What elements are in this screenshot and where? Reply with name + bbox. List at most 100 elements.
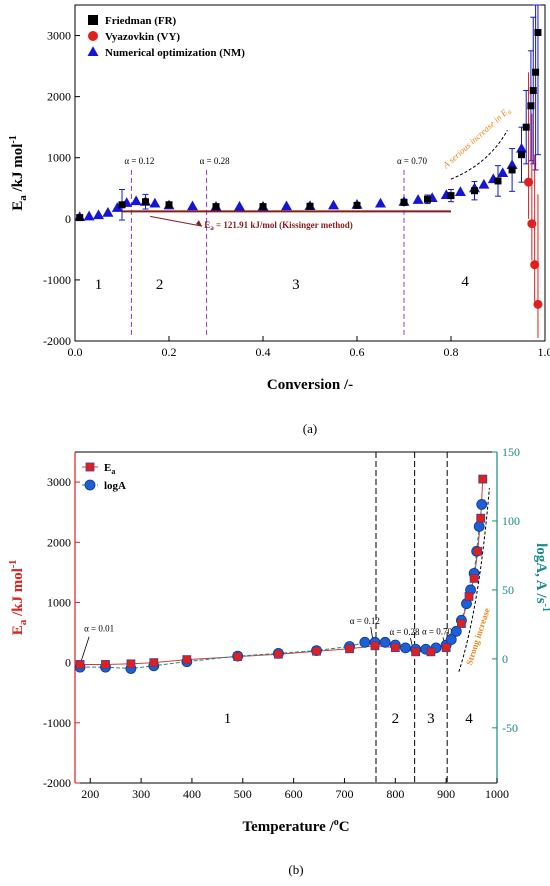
loga-point xyxy=(400,643,410,653)
region-label: 1 xyxy=(95,277,103,293)
fr-point xyxy=(260,203,267,210)
legend-label: Vyazovkin (VY) xyxy=(105,31,180,43)
y-left-tick-label: -2000 xyxy=(43,776,71,790)
y-left-tick-label: 3000 xyxy=(47,475,71,489)
ea-point xyxy=(457,620,465,628)
loga-point xyxy=(474,521,484,531)
ea-point xyxy=(442,644,450,652)
region-label: 4 xyxy=(461,274,469,290)
fr-point xyxy=(527,102,534,109)
fr-point xyxy=(401,199,408,206)
alpha-start-label: α = 0.01 xyxy=(84,623,114,633)
legend-marker xyxy=(88,46,99,56)
alpha-label: α = 0.28 xyxy=(389,627,420,637)
legend-marker xyxy=(88,31,98,41)
nm-point xyxy=(187,201,198,211)
x-tick-label: 0.4 xyxy=(256,345,271,359)
x-tick-label: 300 xyxy=(132,787,150,801)
alpha-label: α = 0.12 xyxy=(124,156,154,166)
ea-point xyxy=(346,645,354,653)
ea-point xyxy=(412,648,420,656)
y-left-tick-label: 1000 xyxy=(47,595,71,609)
fr-point xyxy=(119,201,126,208)
nm-point xyxy=(328,200,339,210)
ea-point xyxy=(76,660,84,668)
region-label: 4 xyxy=(465,711,473,727)
ea-point xyxy=(371,642,379,650)
region-label: 2 xyxy=(392,711,400,727)
nm-point xyxy=(375,198,386,208)
region-label: 1 xyxy=(224,711,232,727)
nm-point xyxy=(516,143,527,153)
nm-point xyxy=(497,167,508,177)
y-tick-label: 1000 xyxy=(47,151,71,165)
ea-point xyxy=(127,660,135,668)
y-left-axis-label: Ea /kJ mol-1 xyxy=(8,560,29,636)
nm-point xyxy=(93,209,104,219)
fr-point xyxy=(424,196,431,203)
ea-point xyxy=(465,592,473,600)
vy-point xyxy=(527,219,536,228)
fr-point xyxy=(532,69,539,76)
nm-point xyxy=(84,211,95,221)
fr-point xyxy=(509,166,516,173)
loga-point xyxy=(380,637,390,647)
y-right-axis-label: logA, A /s-1 xyxy=(533,543,550,612)
y-left-tick-label: 0 xyxy=(65,656,71,670)
x-tick-label: 600 xyxy=(285,787,303,801)
x-tick-label: 1.0 xyxy=(538,345,550,359)
x-tick-label: 800 xyxy=(386,787,404,801)
nm-point xyxy=(131,195,142,205)
y-right-tick-label: 0 xyxy=(502,652,508,666)
fr-point xyxy=(213,203,220,210)
fr-point xyxy=(307,203,314,210)
loga-line xyxy=(80,504,482,668)
ea-point xyxy=(274,650,282,658)
legend-label: logA xyxy=(104,480,126,492)
y-right-tick-label: 150 xyxy=(502,445,520,459)
y-right-tick-label: 100 xyxy=(502,514,520,528)
x-tick-label: 0.6 xyxy=(350,345,365,359)
y-tick-label: 2000 xyxy=(47,90,71,104)
kissinger-label: Ea = 121.91 kJ/mol (Kissinger method) xyxy=(204,220,352,232)
fr-point xyxy=(495,177,502,184)
legend-marker xyxy=(86,463,94,471)
ea-point xyxy=(474,547,482,555)
ea-point xyxy=(150,659,158,667)
legend-label: Ea xyxy=(104,462,115,476)
fr-point xyxy=(142,198,149,205)
vy-point xyxy=(524,178,533,187)
x-tick-label: 700 xyxy=(335,787,353,801)
y-tick-label: -2000 xyxy=(43,334,71,348)
x-tick-label: 500 xyxy=(234,787,252,801)
nm-point xyxy=(413,194,424,204)
fr-point xyxy=(76,214,83,221)
fr-point xyxy=(448,192,455,199)
y-left-tick-label: -1000 xyxy=(43,716,71,730)
y-axis-label: Ea /kJ mol-1 xyxy=(8,135,29,211)
nm-point xyxy=(281,201,292,211)
ea-point xyxy=(470,574,478,582)
panel-label: (a) xyxy=(303,421,317,436)
loga-point xyxy=(477,499,487,509)
ea-point xyxy=(313,647,321,655)
vy-point xyxy=(530,260,539,269)
y-tick-label: 0 xyxy=(65,212,71,226)
alpha-label: α = 0.70 xyxy=(397,156,428,166)
nm-point xyxy=(455,186,466,196)
ea-point xyxy=(427,648,435,656)
x-tick-label: 0.2 xyxy=(162,345,177,359)
region-label: 3 xyxy=(292,277,300,293)
alpha-label: α = 0.12 xyxy=(350,616,380,626)
alpha-label: α = 0.70 xyxy=(422,626,453,636)
ea-point xyxy=(391,644,399,652)
y-right-tick-label: 50 xyxy=(502,583,514,597)
y-tick-label: 3000 xyxy=(47,29,71,43)
ea-point xyxy=(183,656,191,664)
kissinger-pointer xyxy=(150,216,202,226)
alpha-start-pointer xyxy=(81,637,89,662)
nm-point xyxy=(478,179,489,189)
